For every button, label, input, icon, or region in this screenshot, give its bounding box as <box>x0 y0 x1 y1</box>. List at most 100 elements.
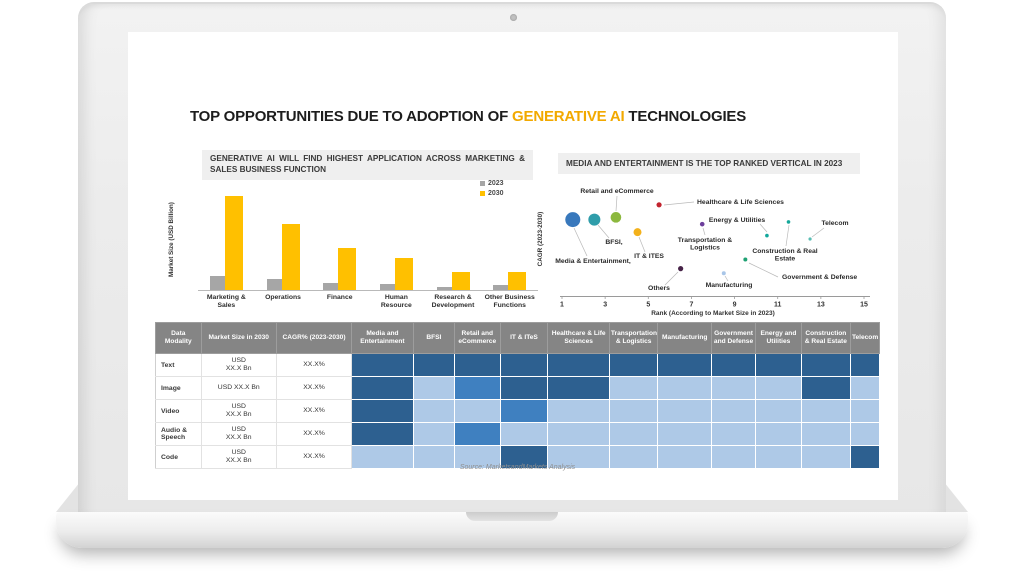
scatter-leader-line <box>663 201 695 206</box>
table-header-cell: Healthcare & Life Sciences <box>547 322 610 354</box>
table-row: Video USD XX.X Bn XX.X% <box>155 399 881 423</box>
slide: TOP OPPORTUNITIES DUE TO ADOPTION OF GEN… <box>128 32 898 500</box>
table-header-cell: BFSI <box>412 322 455 354</box>
table-row: Image USD XX.X Bn XX.X% <box>155 376 881 400</box>
bar-category-label: Marketing & Sales <box>206 294 246 310</box>
heat-cell-dark <box>351 376 414 400</box>
heat-cell-light <box>657 445 712 469</box>
bar-2030 <box>508 272 527 290</box>
heat-cell-dark <box>499 376 549 400</box>
scatter-point <box>656 202 662 208</box>
heat-cell-light <box>755 422 802 446</box>
market-size-cell: USD XX.X Bn <box>200 376 277 400</box>
cagr-cell: XX.X% <box>275 422 353 446</box>
heat-cell-light <box>608 422 659 446</box>
heat-cell-light <box>547 445 610 469</box>
heat-cell-light <box>412 445 455 469</box>
scatter-leader-line <box>664 271 679 286</box>
scatter-chart-title: MEDIA AND ENTERTAINMENT IS THE TOP RANKE… <box>558 153 860 174</box>
cagr-cell: XX.X% <box>275 399 353 423</box>
bar-group <box>198 194 255 290</box>
heat-cell-light <box>608 445 659 469</box>
bar-2023 <box>209 275 225 290</box>
scatter-xlabel: Rank (According to Market Size in 2023) <box>651 310 775 317</box>
scatter-leader-line <box>748 262 779 278</box>
scatter-point-label: Transportation & Logistics <box>678 237 732 252</box>
heat-cell-med <box>453 422 501 446</box>
cagr-cell: XX.X% <box>275 376 353 400</box>
bar-category-label: Human Resource <box>380 294 412 310</box>
scatter-point <box>565 212 581 228</box>
modality-cell: Video <box>155 399 202 423</box>
scatter-point-label: Media & Entertainment, <box>555 258 631 265</box>
scatter-point <box>678 266 684 272</box>
scatter-point-label: BFSI, <box>605 239 622 246</box>
table-header-cell: Media and Entertainment <box>351 322 414 354</box>
legend-label: 2023 <box>488 180 504 187</box>
modality-cell: Code <box>155 445 202 469</box>
bar-2023 <box>379 284 395 290</box>
opportunity-matrix-table: Data Modality Market Size in 2030 CAGR% (2… <box>155 322 881 469</box>
heat-cell-light <box>710 445 757 469</box>
bar-chart <box>198 194 538 291</box>
table-header-cell: Manufacturing <box>657 322 712 354</box>
scatter-point-label: Healthcare & Life Sciences <box>697 199 784 206</box>
bar-group <box>368 194 425 290</box>
heat-cell-light <box>412 399 455 423</box>
bar-2030 <box>338 247 357 290</box>
heat-cell-light <box>755 399 802 423</box>
heat-cell-light <box>849 399 881 423</box>
scatter-point-label: Others <box>648 285 670 292</box>
table-header-cell: Retail and eCommerce <box>453 322 501 354</box>
modality-cell: Text <box>155 353 202 377</box>
table-header-cell: Construction & Real Estate <box>800 322 851 354</box>
heat-cell-dark <box>351 422 414 446</box>
bar-chart-title: GENERATIVE AI WILL FIND HIGHEST APPLICAT… <box>202 150 533 180</box>
scatter-leader-line <box>702 227 706 236</box>
scatter-ylabel: CAGR (2023-2030) <box>537 212 544 267</box>
bar-2030 <box>281 224 300 290</box>
heat-cell-light <box>547 399 610 423</box>
heat-cell-light <box>499 422 549 446</box>
heat-cell-light <box>453 445 501 469</box>
heat-cell-light <box>710 399 757 423</box>
webcam-icon <box>510 14 517 21</box>
heat-cell-dark <box>849 353 881 377</box>
bar-2023 <box>323 283 339 290</box>
scatter-point <box>633 228 642 237</box>
heat-cell-light <box>453 399 501 423</box>
bar-2023 <box>436 287 452 290</box>
bar-group <box>311 194 368 290</box>
legend-item-2023: 2023 <box>480 180 504 187</box>
table-header-cell: Energy and Utilities <box>755 322 802 354</box>
heat-cell-dark <box>351 353 414 377</box>
table-header-cell: CAGR% (2023-2030) <box>275 322 353 354</box>
heat-cell-dark <box>547 376 610 400</box>
table-header-cell: IT & ITeS <box>499 322 549 354</box>
scatter-leader-line <box>573 227 588 257</box>
heat-cell-dark <box>755 353 802 377</box>
scatter-point-label: Manufacturing <box>706 282 753 289</box>
scatter-point <box>786 220 791 224</box>
heat-cell-dark <box>657 353 712 377</box>
market-size-cell: USD XX.X Bn <box>200 422 277 446</box>
bar-category-label: Finance <box>326 294 353 301</box>
heat-cell-light <box>608 376 659 400</box>
heat-cell-dark <box>547 353 610 377</box>
laptop-lid: TOP OPPORTUNITIES DUE TO ADOPTION OF GEN… <box>78 2 946 514</box>
heat-cell-med <box>499 399 549 423</box>
scatter-point <box>699 221 705 227</box>
modality-cell: Audio & Speech <box>155 422 202 446</box>
title-prefix: TOP OPPORTUNITIES DUE TO ADOPTION OF <box>189 108 513 125</box>
table-header-cell: Market Size in 2030 <box>200 322 277 354</box>
scatter-point <box>765 233 769 238</box>
scatter-tick-label: 3 <box>603 302 607 309</box>
heat-cell-light <box>710 422 757 446</box>
heat-cell-dark <box>608 353 659 377</box>
page-title: TOP OPPORTUNITIES DUE TO ADOPTION OF GEN… <box>128 108 808 125</box>
scatter-leader-line <box>615 195 618 212</box>
heat-cell-light <box>800 445 851 469</box>
bar-group <box>481 194 538 290</box>
